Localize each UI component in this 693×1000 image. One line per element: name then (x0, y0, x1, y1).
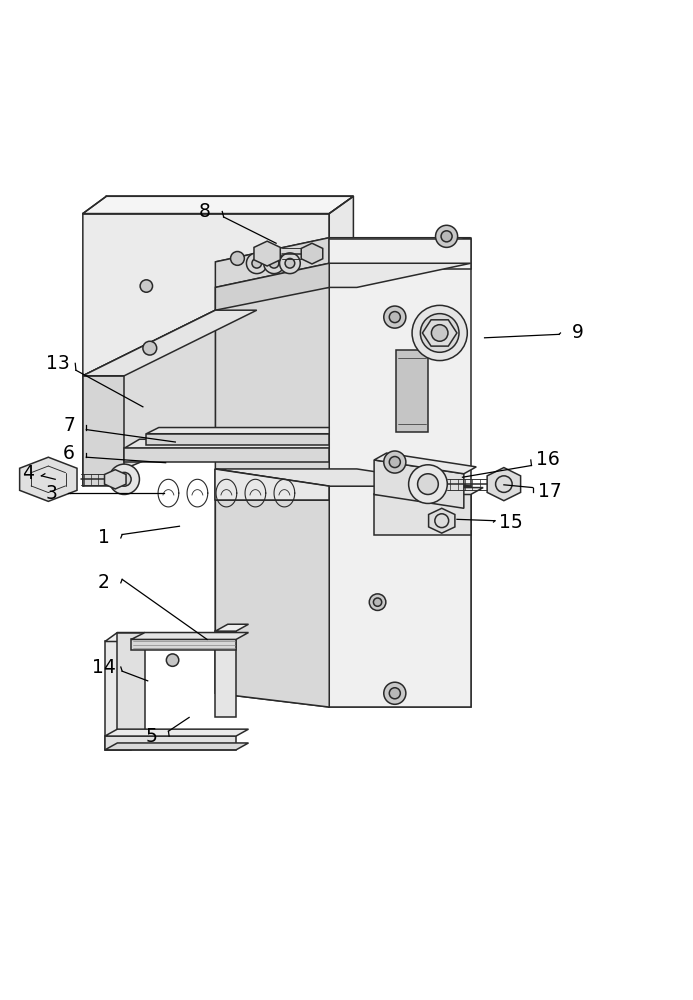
Circle shape (389, 457, 401, 468)
Polygon shape (105, 743, 249, 750)
Polygon shape (105, 470, 126, 489)
Polygon shape (301, 243, 323, 264)
Polygon shape (396, 350, 428, 432)
Polygon shape (216, 624, 249, 631)
Circle shape (279, 253, 300, 274)
Polygon shape (216, 238, 329, 707)
Polygon shape (216, 469, 329, 707)
Polygon shape (423, 320, 457, 346)
Circle shape (441, 231, 452, 242)
Polygon shape (374, 460, 464, 508)
Circle shape (369, 594, 386, 610)
Circle shape (109, 464, 139, 494)
Text: 8: 8 (199, 202, 211, 221)
Polygon shape (83, 196, 353, 214)
Polygon shape (374, 488, 483, 494)
Text: 16: 16 (536, 450, 560, 469)
Polygon shape (83, 376, 124, 486)
Circle shape (166, 654, 179, 666)
Circle shape (117, 472, 131, 486)
Text: 13: 13 (46, 354, 70, 373)
Polygon shape (105, 633, 145, 641)
Text: 6: 6 (63, 444, 75, 463)
Polygon shape (216, 631, 236, 717)
Polygon shape (428, 508, 455, 533)
Circle shape (247, 253, 267, 274)
Circle shape (384, 451, 406, 473)
Polygon shape (83, 214, 329, 376)
Circle shape (384, 682, 406, 704)
Polygon shape (254, 241, 280, 266)
Circle shape (252, 258, 261, 268)
Circle shape (263, 253, 284, 274)
Circle shape (389, 688, 401, 699)
Polygon shape (216, 263, 471, 287)
Text: 1: 1 (98, 528, 109, 547)
Polygon shape (131, 639, 236, 650)
Circle shape (285, 258, 295, 268)
Text: 9: 9 (572, 323, 584, 342)
Polygon shape (131, 633, 249, 639)
Polygon shape (487, 468, 520, 501)
Polygon shape (329, 238, 471, 707)
Circle shape (421, 314, 459, 352)
Circle shape (143, 341, 157, 355)
Polygon shape (19, 457, 77, 501)
Polygon shape (216, 238, 471, 262)
Circle shape (409, 465, 447, 503)
Polygon shape (105, 641, 131, 750)
Circle shape (435, 225, 457, 247)
Text: 3: 3 (45, 484, 57, 503)
Circle shape (389, 312, 401, 323)
Text: 17: 17 (538, 482, 562, 501)
Circle shape (231, 252, 245, 265)
Polygon shape (117, 633, 145, 743)
Polygon shape (374, 453, 476, 474)
Polygon shape (146, 434, 329, 445)
Circle shape (384, 306, 406, 328)
Circle shape (432, 325, 448, 341)
Polygon shape (105, 736, 236, 750)
Polygon shape (124, 439, 329, 448)
Polygon shape (216, 263, 329, 310)
Text: 4: 4 (21, 464, 34, 483)
Polygon shape (216, 469, 329, 500)
Text: 7: 7 (63, 416, 75, 435)
Polygon shape (146, 428, 329, 434)
Polygon shape (105, 729, 249, 736)
Polygon shape (329, 239, 471, 269)
Polygon shape (329, 486, 471, 707)
Polygon shape (329, 196, 353, 263)
Polygon shape (83, 310, 216, 486)
Polygon shape (124, 448, 329, 462)
Text: 2: 2 (98, 573, 109, 592)
Circle shape (418, 474, 438, 494)
Text: 15: 15 (499, 513, 523, 532)
Polygon shape (216, 469, 471, 486)
Circle shape (269, 258, 279, 268)
Polygon shape (83, 310, 257, 376)
Circle shape (412, 305, 467, 361)
Polygon shape (374, 494, 471, 535)
Circle shape (140, 280, 152, 292)
Text: 5: 5 (146, 727, 158, 746)
Text: 14: 14 (91, 658, 116, 677)
Circle shape (374, 598, 382, 606)
